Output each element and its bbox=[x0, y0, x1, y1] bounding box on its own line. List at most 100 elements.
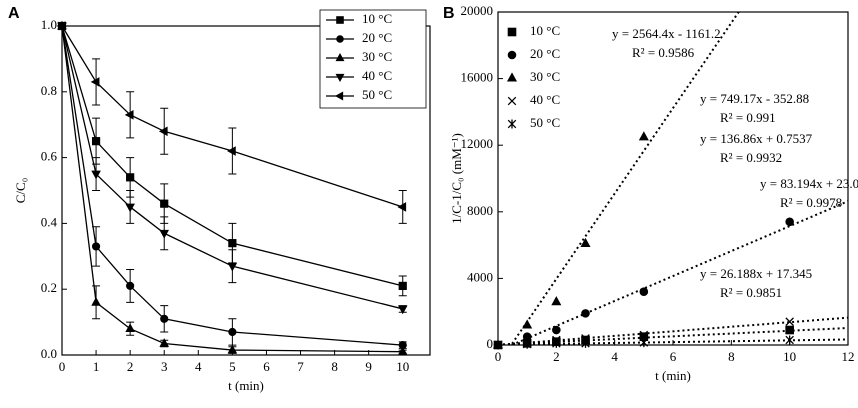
marker bbox=[785, 325, 794, 335]
marker bbox=[158, 126, 168, 137]
x-tick-label: 0 bbox=[495, 349, 502, 364]
marker bbox=[551, 296, 562, 306]
marker bbox=[91, 137, 101, 146]
marker bbox=[335, 73, 345, 82]
series-line bbox=[61, 25, 403, 208]
marker bbox=[126, 281, 135, 291]
marker bbox=[160, 199, 169, 208]
marker bbox=[228, 327, 237, 337]
marker bbox=[124, 110, 134, 120]
y-tick-label: 4000 bbox=[467, 269, 493, 284]
legend-label: 30 °C bbox=[530, 69, 560, 84]
marker bbox=[336, 35, 344, 43]
y-tick-label: 0.2 bbox=[41, 280, 57, 295]
fit-equation: y = 749.17x - 352.88 bbox=[700, 91, 809, 106]
y-axis-label: C/C₀ bbox=[13, 178, 28, 204]
x-tick-label: 8 bbox=[331, 359, 338, 374]
legend-label: 20 °C bbox=[530, 46, 560, 61]
legend-label: 20 °C bbox=[362, 30, 392, 45]
marker bbox=[580, 237, 591, 247]
fit-equation: y = 83.194x + 23.057 bbox=[760, 176, 858, 191]
x-tick-label: 7 bbox=[297, 359, 304, 374]
marker bbox=[639, 337, 649, 348]
marker bbox=[581, 309, 590, 318]
series bbox=[57, 20, 408, 356]
x-tick-label: 10 bbox=[396, 359, 409, 374]
marker bbox=[785, 217, 794, 227]
marker bbox=[159, 229, 170, 239]
series: y = 26.188x + 17.345 R² = 0.9851 bbox=[493, 266, 848, 350]
marker bbox=[125, 203, 135, 213]
marker bbox=[335, 53, 345, 62]
marker bbox=[507, 119, 517, 129]
marker bbox=[336, 16, 344, 24]
marker bbox=[227, 146, 236, 156]
fit-equation: y = 2564.4x - 1161.2 bbox=[612, 26, 721, 41]
marker bbox=[639, 287, 649, 297]
trend-line bbox=[509, 200, 848, 345]
marker bbox=[160, 314, 169, 323]
x-tick-label: 4 bbox=[611, 349, 618, 364]
marker bbox=[785, 317, 794, 326]
legend-label: 40 °C bbox=[362, 68, 392, 83]
series: y = 749.17x - 352.88 R² = 0.991 bbox=[493, 91, 848, 350]
legend-label: 10 °C bbox=[530, 23, 560, 38]
series-line bbox=[61, 25, 403, 310]
marker bbox=[398, 281, 407, 291]
plot-frame bbox=[61, 25, 431, 356]
legend-label: 10 °C bbox=[362, 11, 392, 26]
marker bbox=[90, 77, 100, 87]
marker bbox=[125, 323, 135, 333]
y-tick-label: 0.6 bbox=[41, 149, 58, 164]
legend-label: 30 °C bbox=[362, 49, 392, 64]
x-tick-label: 10 bbox=[783, 349, 796, 364]
y-tick-label: 20000 bbox=[461, 3, 494, 18]
fit-r2: R² = 0.9932 bbox=[720, 150, 782, 165]
x-tick-label: 2 bbox=[553, 349, 560, 364]
marker bbox=[126, 173, 135, 182]
marker bbox=[507, 50, 517, 60]
x-axis-label: t (min) bbox=[655, 368, 691, 383]
x-tick-label: 12 bbox=[842, 349, 855, 364]
fit-equation: y = 136.86x + 0.7537 bbox=[700, 131, 813, 146]
fit-r2: R² = 0.9851 bbox=[720, 285, 782, 300]
fit-r2: R² = 0.9978 bbox=[780, 195, 842, 210]
marker bbox=[522, 319, 533, 329]
series: y = 83.194x + 23.057 R² = 0.9978 bbox=[493, 176, 858, 350]
panel-label: A bbox=[8, 5, 20, 22]
marker bbox=[56, 21, 66, 31]
marker bbox=[638, 131, 649, 141]
x-tick-label: 6 bbox=[670, 349, 677, 364]
fit-r2: R² = 0.9586 bbox=[632, 45, 695, 60]
y-axis-label: 1/C-1/C₀ (mM⁻¹) bbox=[449, 133, 464, 224]
marker bbox=[581, 338, 590, 348]
series-line bbox=[61, 25, 403, 287]
x-tick-label: 0 bbox=[59, 359, 66, 374]
x-tick-label: 8 bbox=[728, 349, 735, 364]
marker bbox=[91, 170, 101, 180]
y-tick-label: 16000 bbox=[461, 70, 494, 85]
marker bbox=[493, 340, 503, 350]
x-axis-label: t (min) bbox=[228, 378, 264, 393]
y-tick-label: 8000 bbox=[467, 203, 493, 218]
marker bbox=[785, 335, 794, 345]
marker bbox=[552, 325, 561, 335]
trend-line bbox=[498, 316, 848, 345]
trend-line bbox=[509, 12, 740, 345]
marker bbox=[228, 239, 237, 248]
legend-label: 50 °C bbox=[530, 115, 560, 130]
marker bbox=[552, 338, 561, 348]
y-tick-label: 0.0 bbox=[41, 346, 57, 361]
y-tick-label: 0 bbox=[487, 336, 494, 351]
series bbox=[57, 22, 408, 315]
marker bbox=[397, 305, 408, 315]
marker bbox=[91, 297, 101, 306]
marker bbox=[335, 91, 344, 101]
x-tick-label: 3 bbox=[161, 359, 168, 374]
marker bbox=[507, 27, 517, 37]
marker bbox=[159, 338, 170, 347]
series bbox=[56, 21, 407, 224]
legend-label: 40 °C bbox=[530, 92, 560, 107]
marker bbox=[507, 96, 517, 106]
